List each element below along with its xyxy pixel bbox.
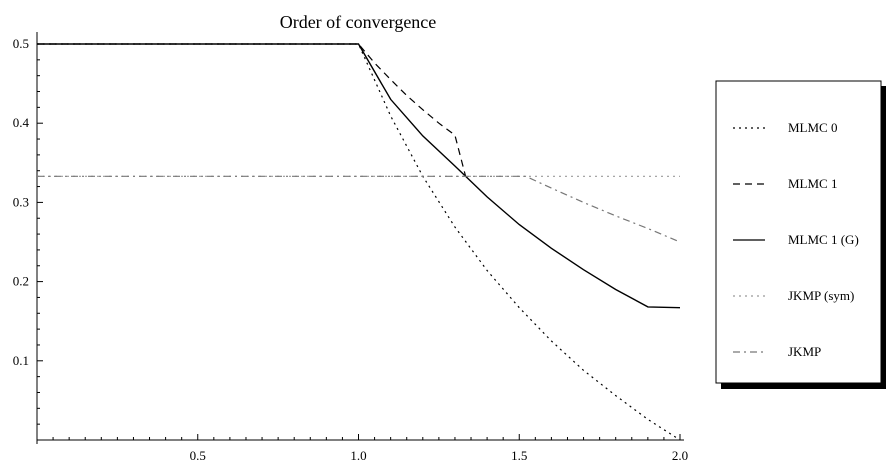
series-line-3 [37,43,681,309]
y-tick-label: 0.1 [13,353,29,368]
series-line-1 [37,43,681,441]
chart-title: Order of convergence [280,12,437,32]
plot-area [37,43,681,441]
legend-label: MLMC 1 [788,176,837,191]
axes: 0.5 1.0 1.5 2.0 0.1 0.2 0.3 0.4 0.5 [13,32,688,462]
y-tick-label: 0.4 [13,115,30,130]
legend-label: JKMP [788,344,821,359]
series-line-5 [37,175,681,243]
y-tick-label: 0.5 [13,36,29,51]
x-tick-label: 1.0 [350,448,366,462]
legend-label: MLMC 0 [788,120,837,135]
legend-box [715,80,882,384]
legend-label: MLMC 1 (G) [788,232,859,247]
legend-items: MLMC 0 MLMC 1 MLMC 1 (G) JKMP (sym) JKMP [733,120,859,359]
legend: MLMC 0 MLMC 1 MLMC 1 (G) JKMP (sym) JKMP [715,80,886,389]
y-tick-label: 0.2 [13,274,29,289]
x-tick-label: 2.0 [672,448,688,462]
x-tick-label: 1.5 [511,448,527,462]
legend-label: JKMP (sym) [788,288,854,303]
y-tick-label: 0.3 [13,194,29,209]
x-tick-label: 0.5 [190,448,206,462]
series-line-2 [37,43,467,177]
